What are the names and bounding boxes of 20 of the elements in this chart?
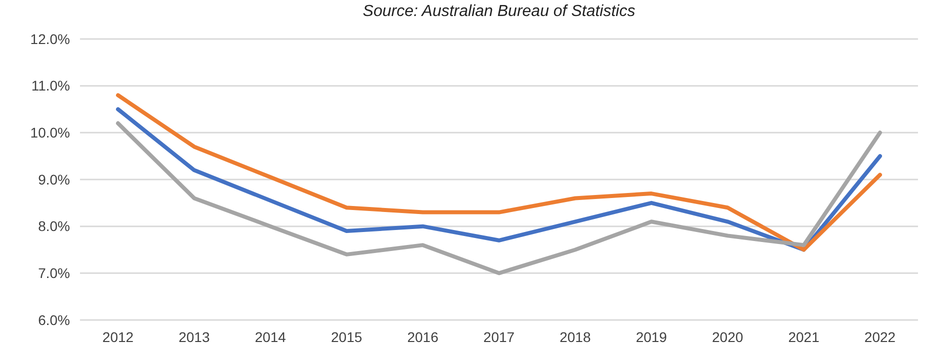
y-tick-label: 7.0% xyxy=(38,265,70,282)
x-tick-label: 2016 xyxy=(407,329,439,345)
line-series xyxy=(116,121,882,276)
x-tick-label: 2012 xyxy=(102,329,134,345)
x-tick-label: 2014 xyxy=(254,329,286,345)
y-tick-label: 12.0% xyxy=(30,30,70,47)
y-tick-label: 11.0% xyxy=(31,78,70,94)
x-tick-label: 2021 xyxy=(788,329,820,345)
x-tick-label: 2018 xyxy=(560,329,591,345)
source-note: Source: Australian Bureau of Statistics xyxy=(362,3,636,20)
x-tick-label: 2019 xyxy=(636,329,668,345)
x-tick-label: 2013 xyxy=(178,329,210,345)
x-tick-label: 2015 xyxy=(331,329,362,345)
y-tick-label: 10.0% xyxy=(30,124,70,141)
y-tick-label: 8.0% xyxy=(38,218,70,234)
x-tick-label: 2022 xyxy=(864,329,896,345)
x-tick-label: 2020 xyxy=(712,329,744,345)
y-tick-label: 9.0% xyxy=(38,171,70,188)
x-tick-label: 2017 xyxy=(483,329,515,345)
y-tick-label: 6.0% xyxy=(38,312,70,328)
